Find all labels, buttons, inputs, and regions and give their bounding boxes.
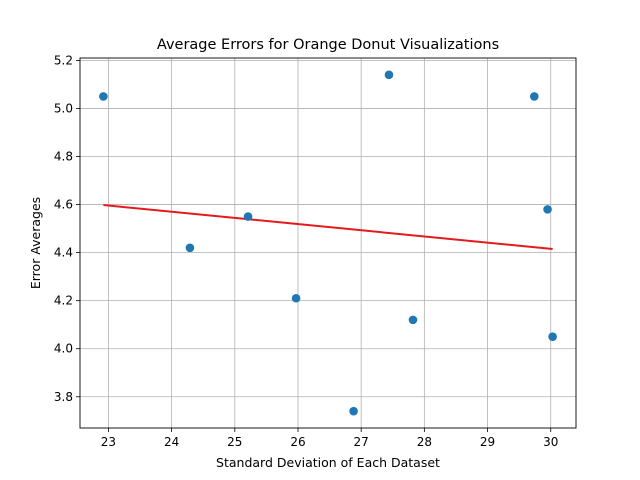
y-tick-label: 4.6 — [54, 198, 73, 212]
y-tick-label: 3.8 — [54, 390, 73, 404]
y-tick-label: 4.0 — [54, 342, 73, 356]
data-point — [548, 332, 557, 342]
chart-title: Average Errors for Orange Donut Visualiz… — [157, 37, 499, 53]
data-point — [243, 212, 253, 221]
grid — [80, 58, 576, 428]
data-point — [185, 243, 195, 253]
y-tick-label: 4.8 — [54, 150, 73, 164]
x-tick-label: 26 — [290, 435, 305, 449]
x-tick-label: 25 — [227, 435, 242, 449]
data-point — [529, 92, 539, 101]
data-point — [291, 293, 301, 303]
x-tick-label: 30 — [543, 435, 558, 449]
y-tick-label: 5.0 — [54, 101, 73, 115]
y-tick-label: 5.2 — [54, 53, 73, 67]
data-point — [384, 70, 394, 80]
data-point — [99, 92, 108, 101]
data-point — [349, 406, 358, 416]
x-tick-label: 28 — [417, 435, 432, 449]
axes-frame — [79, 57, 577, 429]
scatter-points — [99, 70, 557, 416]
y-tick-label: 4.4 — [54, 246, 73, 260]
x-axis-ticks: 23 24 25 26 27 28 29 30 — [101, 428, 558, 449]
x-tick-label: 27 — [354, 435, 369, 449]
data-point — [543, 205, 552, 214]
fit-line-layer — [103, 204, 553, 251]
x-tick-label: 24 — [164, 435, 179, 449]
x-tick-label: 23 — [101, 435, 116, 449]
y-axis-ticks: 3.8 4.0 4.2 4.4 4.6 4.8 5.0 5.2 — [54, 53, 80, 404]
data-point — [408, 315, 418, 325]
x-axis-label: Standard Deviation of Each Dataset — [216, 455, 440, 470]
trend-line — [103, 204, 553, 251]
y-tick-label: 4.2 — [54, 294, 73, 308]
x-tick-label: 29 — [480, 435, 495, 449]
y-axis-label: Error Averages — [28, 197, 43, 289]
